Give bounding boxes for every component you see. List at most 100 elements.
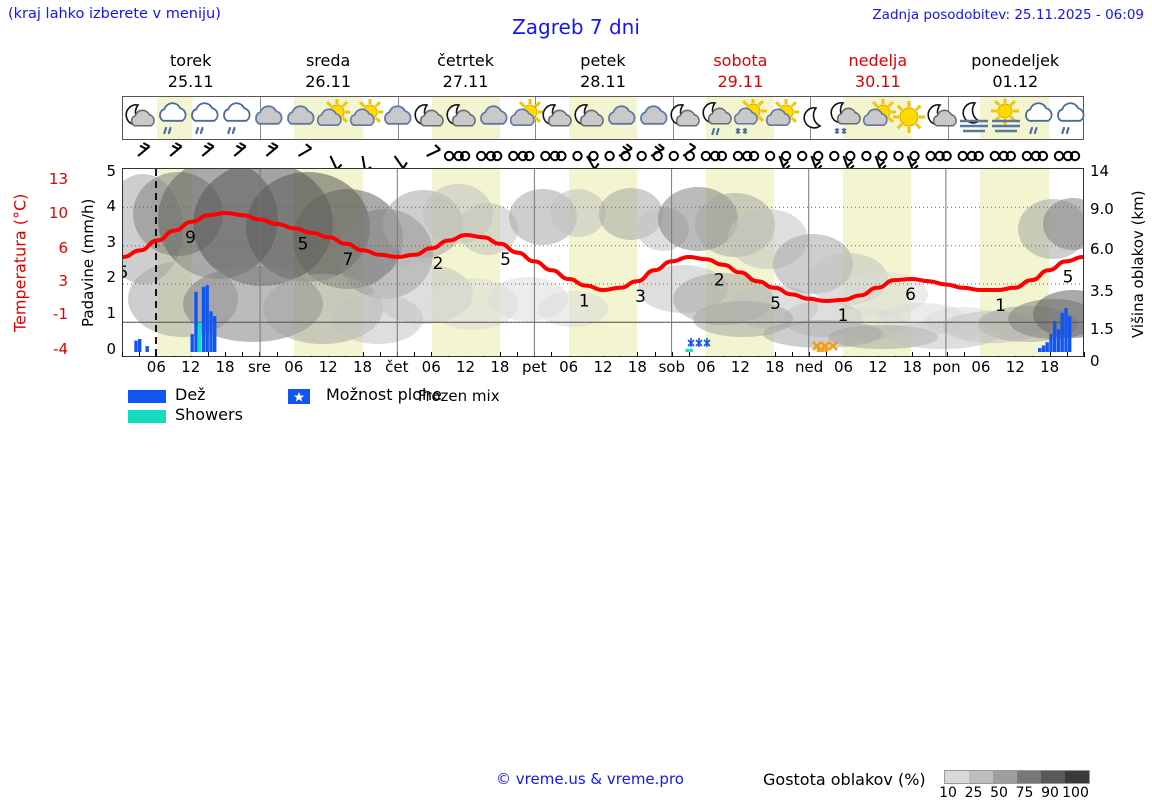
legend-chance-label: Možnost plohe — [326, 385, 442, 404]
svg-text:5: 5 — [123, 263, 128, 283]
time-axis-label: 12 — [868, 358, 888, 376]
precipitation-tick: 0 — [106, 340, 116, 358]
weather-icon-cloud — [633, 99, 671, 139]
cloud-height-tick: 14 — [1090, 162, 1110, 180]
svg-text:3: 3 — [635, 287, 646, 307]
svg-text:7: 7 — [343, 250, 354, 270]
legend-chance-swatch — [288, 389, 310, 404]
cloud-density-ramp-label: 50 — [990, 785, 1008, 801]
day-date: 30.11 — [854, 72, 901, 91]
cloud-density-ramp-step — [1065, 771, 1089, 783]
star-icon — [293, 392, 305, 402]
time-axis-tick — [654, 352, 656, 357]
time-axis-tick — [379, 352, 381, 357]
temperature-tick: -1 — [53, 305, 68, 323]
weather-icon-cloud — [248, 99, 286, 139]
time-axis-tick — [637, 352, 639, 357]
weather-icon-cloud-rain — [216, 99, 254, 139]
time-axis-label: 06 — [146, 358, 166, 376]
last-update-text: Zadnja posodobitev: 25.11.2025 - 06:09 — [872, 7, 1144, 23]
time-axis-tick — [499, 352, 501, 357]
day-name: torek — [170, 51, 212, 70]
time-axis-label: 18 — [352, 358, 373, 376]
cloud-height-tick: 0 — [1090, 352, 1100, 370]
legend: Dež Showers Možnost plohe Frozen mix © v… — [0, 384, 1152, 801]
day-date: 01.12 — [992, 72, 1039, 91]
precipitation-axis-title: Padavine (mm/h) — [79, 198, 97, 328]
time-axis-label: 12 — [181, 358, 201, 376]
cloud-height-tick: 1.5 — [1090, 320, 1114, 338]
time-axis-tick — [791, 352, 793, 357]
time-axis-label: ned — [795, 358, 824, 376]
weather-icon-moon-cloud — [569, 99, 607, 139]
day-name: sobota — [713, 51, 768, 70]
cloud-density-ramp-step — [969, 771, 993, 783]
day-name: nedelja — [848, 51, 908, 70]
day-date: 29.11 — [717, 72, 764, 91]
temperature-tick: 6 — [58, 239, 68, 257]
svg-text:5: 5 — [770, 294, 781, 314]
legend-showers-label: Showers — [175, 405, 243, 424]
weather-icon-moon-cloud-snow — [826, 99, 864, 139]
weather-icon-sun-cloud — [761, 99, 800, 139]
cloud-height-tick: 6.0 — [1090, 240, 1114, 258]
day-header-band: torek 25.11 sreda 26.11 četrtek 27.11 petek 28.… — [122, 50, 1084, 94]
time-axis-tick — [1066, 352, 1068, 357]
time-axis-tick — [912, 352, 914, 357]
weather-icon-moon — [793, 99, 831, 139]
cloud-density-field — [123, 169, 1083, 349]
time-axis-label: 18 — [215, 358, 235, 376]
time-axis-tick — [207, 352, 209, 357]
time-axis-label: 18 — [902, 358, 922, 376]
svg-text:5: 5 — [1063, 267, 1074, 287]
time-axis: 06 12 18 sre 06 12 18 čet 06 12 18 pet 06 12 18 sob 06 12… — [122, 352, 1085, 382]
weather-icon-moon-cloud — [409, 99, 447, 139]
time-axis-label: 18 — [490, 358, 510, 376]
time-axis-label: pon — [932, 358, 961, 376]
time-axis-tick — [517, 352, 519, 357]
day-header-5: nedelja 30.11 — [809, 50, 946, 94]
time-axis-label: 06 — [833, 358, 854, 376]
weather-icon-cloud — [280, 99, 318, 139]
time-axis-label: sob — [658, 358, 685, 376]
cloud-density-ramp-label: 25 — [964, 785, 983, 801]
plot-gridlines — [123, 169, 1083, 356]
time-axis-tick — [414, 352, 416, 357]
cloud-density-ramp — [944, 770, 1090, 784]
time-axis-label: 06 — [421, 358, 441, 376]
location-hint: (kraj lahko izberete v meniju) — [8, 6, 221, 22]
time-axis-tick — [225, 352, 227, 357]
time-axis-tick — [551, 352, 553, 357]
time-axis-label: pet — [521, 358, 547, 376]
weather-icon-moon-cloud — [441, 99, 479, 139]
time-axis-label: 12 — [730, 358, 750, 376]
day-header-0: torek 25.11 — [122, 50, 259, 94]
time-axis-tick — [139, 352, 141, 357]
weather-icon-cloud — [601, 99, 639, 139]
temperature-point-labels: 5 9 5 7 2 5 1 3 2 5 1 6 1 5 — [123, 228, 1073, 326]
weather-icon-moon-cloud — [537, 99, 575, 139]
temperature-line — [123, 211, 1083, 303]
cloud-density-ramp-step — [1041, 771, 1065, 783]
time-axis-label: 06 — [971, 358, 991, 376]
cloud-density-ramp-step — [945, 771, 969, 783]
time-axis-label: 12 — [1005, 358, 1025, 376]
temperature-tick: -4 — [53, 340, 68, 358]
legend-frozen-label: Frozen mix — [418, 387, 500, 405]
weather-icon-sun-cloud — [345, 99, 383, 139]
cloud-density-ramp-step — [993, 771, 1017, 783]
weather-icon-sun-cloud — [858, 99, 896, 139]
time-axis-label: 12 — [593, 358, 613, 376]
time-axis-tick — [809, 352, 811, 357]
cloud-density-ramp-labels: 10 25 50 75 90 100 — [938, 785, 1100, 803]
time-axis-label: 06 — [284, 358, 304, 376]
svg-text:6: 6 — [905, 285, 916, 305]
day-name: sreda — [305, 51, 351, 70]
weather-icon-sun — [890, 99, 928, 139]
page-title: Zagreb 7 dni — [512, 15, 640, 39]
svg-text:2: 2 — [433, 254, 444, 274]
time-axis-label: 18 — [765, 358, 785, 376]
time-axis-label: sre — [247, 358, 271, 376]
cloud-height-tick: 3.5 — [1090, 282, 1114, 300]
time-axis-tick — [1049, 352, 1051, 357]
